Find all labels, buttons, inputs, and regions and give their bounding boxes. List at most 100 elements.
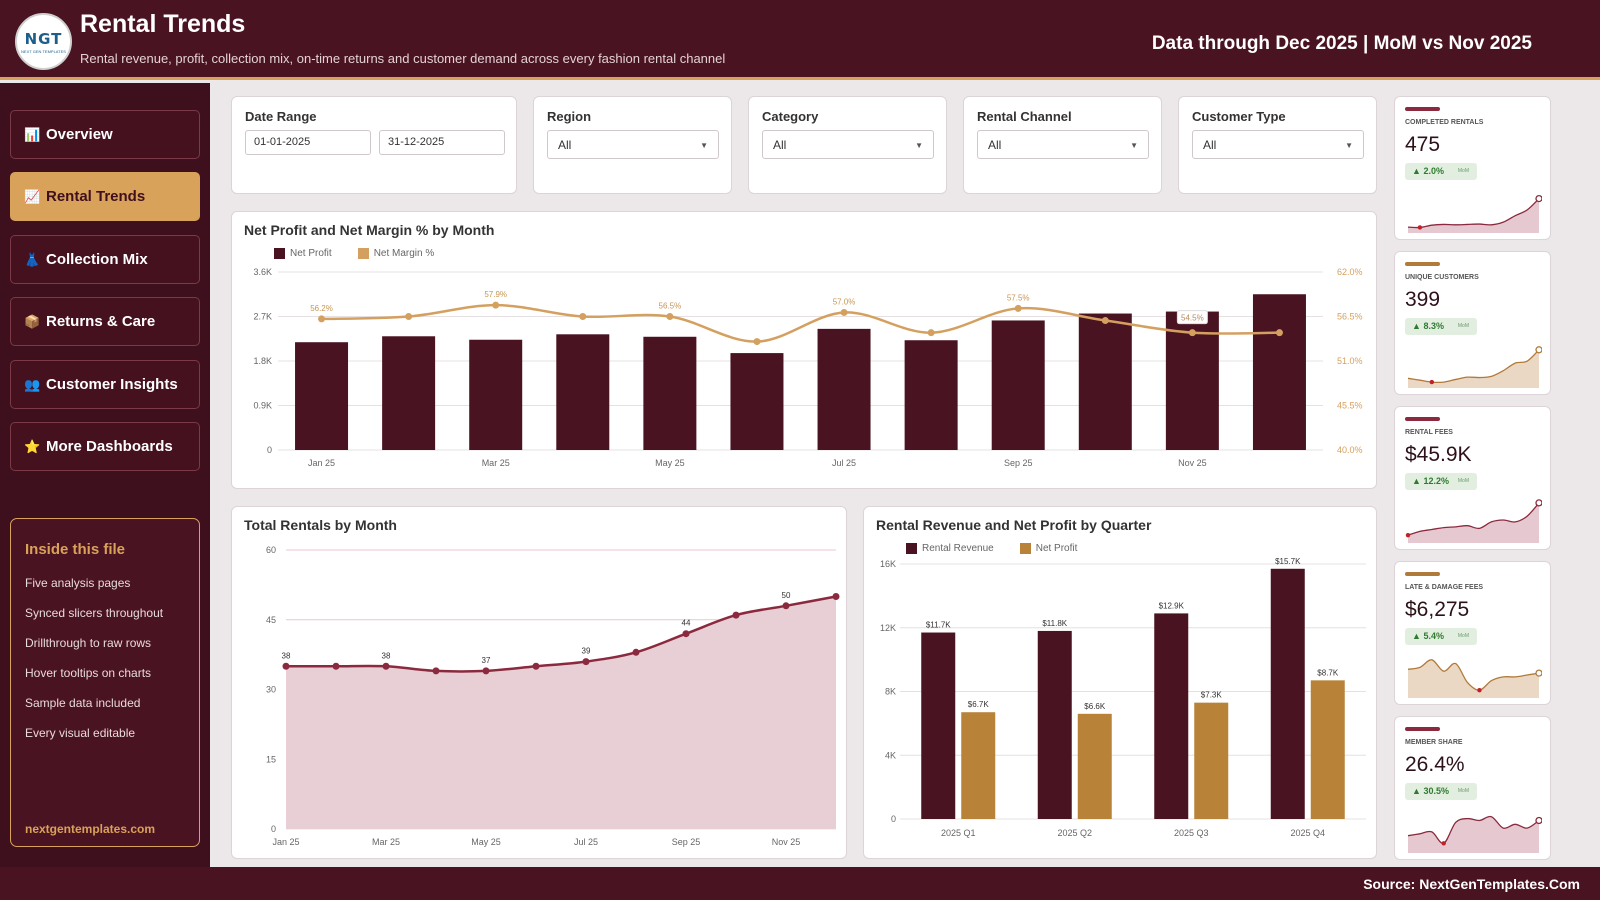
sidebar-item-label: Collection Mix [46, 251, 148, 268]
quarterly-revenue-chart: 0 4K 8K 12K 16K $11.7K $6.7K 2025 Q1 $11.8K $6.6K… [880, 557, 1366, 838]
filter-rental-channel: Rental Channel All ▼ [963, 96, 1162, 194]
sidebar-item-overview[interactable]: 📊 Overview [10, 110, 200, 159]
kpi-label: Late & Damage Fees [1405, 584, 1484, 591]
chevron-down-icon: ▼ [915, 141, 923, 150]
page-subtitle: Rental revenue, profit, collection mix, … [80, 51, 726, 66]
kpi-change: 8.3% [1423, 321, 1444, 331]
sidebar: 📊 Overview 📈 Rental Trends 👗 Collection Mix… [0, 83, 210, 867]
bar [295, 342, 349, 450]
arrow-up-icon: ▲ [1412, 476, 1421, 486]
kpi-change: 5.4% [1423, 631, 1444, 641]
kpi-card-unique-customers[interactable]: Unique Customers 399 ▲ 8.3% MoM [1394, 251, 1551, 395]
margin-point [492, 301, 500, 309]
kpi-label: Completed Rentals [1405, 119, 1484, 126]
kpi-change-badge: ▲ 30.5% MoM [1405, 783, 1477, 800]
kpi-accent-bar [1405, 572, 1440, 576]
kpi-sparkline [1407, 659, 1542, 698]
margin-point [666, 313, 674, 320]
kpi-mom: MoM [1457, 633, 1469, 639]
legend-swatch [357, 248, 369, 259]
margin-point [1101, 317, 1109, 325]
bar [1252, 294, 1306, 450]
arrow-up-icon: ▲ [1412, 166, 1421, 176]
y2-tick-label: 40.0% [1337, 445, 1363, 455]
category-select[interactable]: All ▼ [762, 130, 934, 159]
x-tick-label: Jul 25 [832, 458, 856, 468]
sparkline-fill [1408, 198, 1539, 233]
kpi-card-member-share[interactable]: Member Share 26.4% ▲ 30.5% MoM [1394, 716, 1551, 860]
data-point [682, 630, 690, 638]
date-start-input[interactable]: 01-01-2025 [245, 130, 371, 155]
data-label: $11.7K [926, 621, 951, 630]
date-end-input[interactable]: 31-12-2025 [379, 130, 505, 155]
x-tick-label: Nov 25 [1178, 458, 1207, 468]
profit-bar [1077, 713, 1112, 819]
site-link[interactable]: nextgentemplates.com [25, 822, 156, 836]
data-point [332, 662, 340, 670]
channel-select[interactable]: All ▼ [977, 130, 1149, 159]
data-label: 56.5% [659, 302, 682, 311]
data-label: $7.3K [1201, 691, 1223, 700]
margin-point [1188, 329, 1196, 337]
data-point [482, 667, 490, 675]
filter-label: Region [547, 109, 592, 124]
total-rentals-chart: 0 15 30 45 60 Jan 25 38 Mar 25 38 May 25 37 Jul 25 3… [266, 545, 840, 847]
sidebar-item-customer-insights[interactable]: 👥 Customer Insights [10, 360, 200, 409]
legend-label: Net Margin % [373, 248, 435, 259]
x-tick-label: May 25 [471, 837, 501, 847]
sidebar-item-returns-care[interactable]: 📦 Returns & Care [10, 297, 200, 346]
info-item: Five analysis pages [25, 576, 131, 590]
y-tick-label: 0 [891, 814, 896, 824]
margin-point [579, 313, 587, 320]
y2-tick-label: 56.5% [1337, 312, 1363, 322]
select-value: All [988, 138, 1002, 152]
data-label: 44 [682, 619, 691, 628]
filter-label: Rental Channel [977, 109, 1072, 124]
data-label: 56.2% [310, 304, 333, 313]
filter-label: Date Range [245, 109, 317, 124]
y-tick-label: 0.9K [253, 401, 272, 411]
y-tick-label: 16K [880, 559, 896, 569]
y-tick-label: 0 [267, 445, 272, 455]
margin-point [1014, 304, 1022, 312]
bar [556, 334, 610, 450]
sparkline-end-point [1535, 499, 1542, 507]
y-tick-label: 3.6K [253, 267, 272, 277]
revenue-bar [1037, 630, 1072, 819]
bar [1078, 313, 1132, 450]
bar [904, 340, 958, 450]
data-point [832, 593, 840, 600]
kpi-card-completed-rentals[interactable]: Completed Rentals 475 ▲ 2.0% MoM [1394, 96, 1551, 240]
x-tick-label: 2025 Q1 [941, 828, 976, 838]
filter-customer-type: Customer Type All ▼ [1178, 96, 1377, 194]
data-label: 39 [582, 647, 591, 656]
sparkline [1407, 659, 1540, 691]
select-value: All [1203, 138, 1217, 152]
sparkline-end-point [1535, 346, 1542, 354]
bar [643, 336, 697, 450]
kpi-card-rental-fees[interactable]: Rental Fees $45.9K ▲ 12.2% MoM [1394, 406, 1551, 550]
kpi-sparkline [1407, 815, 1542, 853]
data-label: 38 [382, 651, 391, 660]
select-value: All [773, 138, 787, 152]
legend-swatch [274, 248, 285, 259]
legend-label: Net Profit [1035, 543, 1078, 554]
kpi-value: 399 [1405, 288, 1441, 311]
x-tick-label: Mar 25 [372, 837, 400, 847]
kpi-accent-bar [1405, 107, 1440, 111]
data-label: 57.5% [1007, 293, 1030, 302]
chart-title: Total Rentals by Month [244, 517, 397, 533]
sidebar-item-more-dashboards[interactable]: ⭐ More Dashboards [10, 422, 200, 471]
kpi-card-late-damage-fees[interactable]: Late & Damage Fees $6,275 ▲ 5.4% MoM [1394, 561, 1551, 705]
customer-type-select[interactable]: All ▼ [1192, 130, 1364, 159]
data-point [582, 658, 590, 666]
legend-label: Net Profit [290, 248, 332, 259]
select-value: All [558, 138, 572, 152]
sparkline-min-point [1405, 533, 1411, 538]
data-label: $11.8K [1042, 619, 1067, 628]
sidebar-item-rental-trends[interactable]: 📈 Rental Trends [10, 172, 200, 221]
region-select[interactable]: All ▼ [547, 130, 719, 159]
sidebar-item-collection-mix[interactable]: 👗 Collection Mix [10, 235, 200, 284]
margin-point [405, 313, 413, 320]
info-item: Synced slicers throughout [25, 606, 164, 620]
